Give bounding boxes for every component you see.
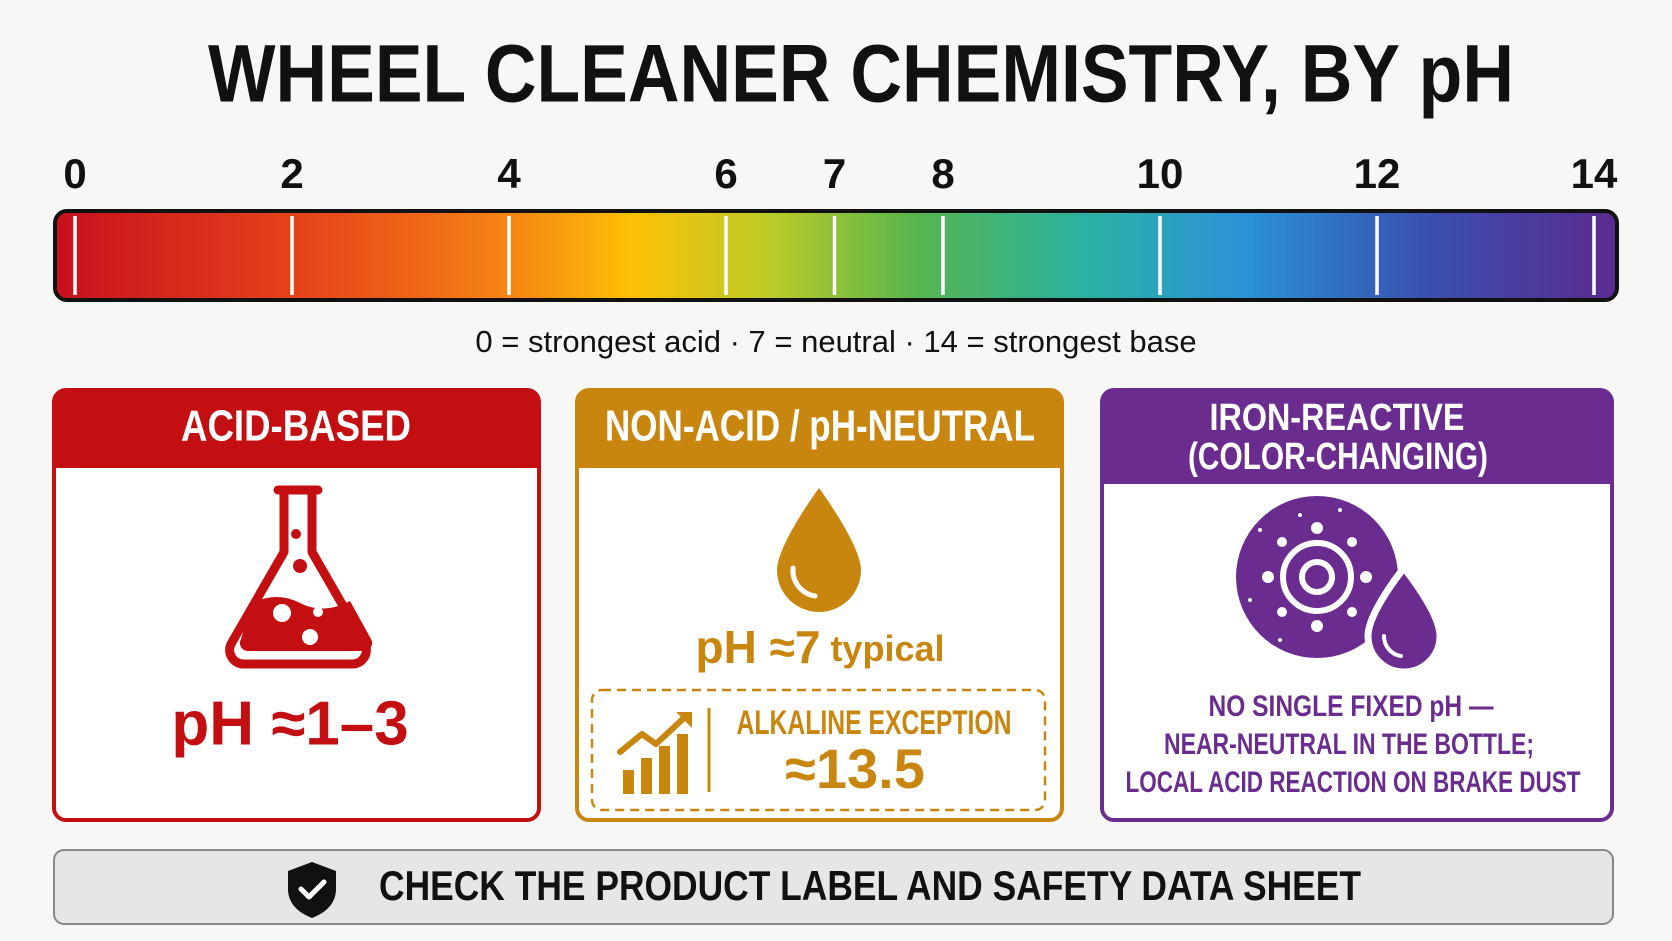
card-header-bg: [54, 390, 539, 468]
card-header-bg: [1102, 390, 1612, 484]
title: WHEEL CLEANER CHEMISTRY, BY pH: [208, 29, 1514, 120]
chart-up-icon: [617, 712, 692, 794]
shield-check: [298, 879, 327, 900]
drop-icon: [777, 488, 861, 612]
ph-value-main: pH ≈7: [696, 621, 821, 673]
brake-rotor-icon: [1236, 496, 1444, 676]
card-header: IRON-REACTIVE: [1210, 397, 1465, 439]
scale-tick-label: 2: [280, 150, 303, 197]
exception-value: ≈13.5: [785, 737, 925, 800]
exception-box: [590, 688, 1047, 812]
card-header: (COLOR-CHANGING): [1188, 436, 1488, 478]
card-iron: IRON-REACTIVE (COLOR-CHANGING) NO SINGLE…: [1100, 388, 1614, 822]
ph-scale: 0 2 4 6 7 8 10 12 14: [53, 150, 1619, 302]
note-line: LOCAL ACID REACTION ON BRAKE DUST: [1126, 766, 1581, 799]
shield-icon: [288, 862, 336, 918]
scale-tick-label: 6: [714, 150, 737, 197]
flask-icon: [225, 485, 373, 669]
scale-tick-label: 4: [497, 150, 521, 197]
card-header: ACID-BASED: [181, 402, 411, 451]
scale-caption: 0 = strongest acid · 7 = neutral · 14 = …: [475, 324, 1196, 359]
card-header: NON-ACID / pH-NEUTRAL: [605, 402, 1035, 451]
scale-tick-label: 12: [1354, 150, 1401, 197]
footer: CHECK THE PRODUCT LABEL AND SAFETY DATA …: [53, 849, 1614, 925]
note-line: NEAR-NEUTRAL IN THE BOTTLE;: [1164, 728, 1534, 761]
scale-tick-label: 8: [931, 150, 954, 197]
exception-label: ALKALINE EXCEPTION: [737, 704, 1012, 742]
ph-value: pH ≈7 typical: [696, 621, 945, 673]
ph-value-suffix: typical: [830, 628, 944, 669]
card-neutral: NON-ACID / pH-NEUTRAL pH ≈7 typical ALKAL…: [575, 388, 1064, 822]
card-acid: ACID-BASED pH ≈1–3: [52, 388, 541, 822]
ph-value: pH ≈1–3: [171, 689, 408, 758]
footer-bar: [53, 849, 1614, 925]
scale-tick-label: 10: [1137, 150, 1184, 197]
card-header-bg: [577, 390, 1062, 468]
note-line: NO SINGLE FIXED pH —: [1209, 690, 1494, 723]
scale-tick-label: 14: [1571, 150, 1618, 197]
scale-tick-label: 7: [823, 150, 846, 197]
footer-text: CHECK THE PRODUCT LABEL AND SAFETY DATA …: [379, 862, 1361, 909]
scale-tick-label: 0: [63, 150, 86, 197]
